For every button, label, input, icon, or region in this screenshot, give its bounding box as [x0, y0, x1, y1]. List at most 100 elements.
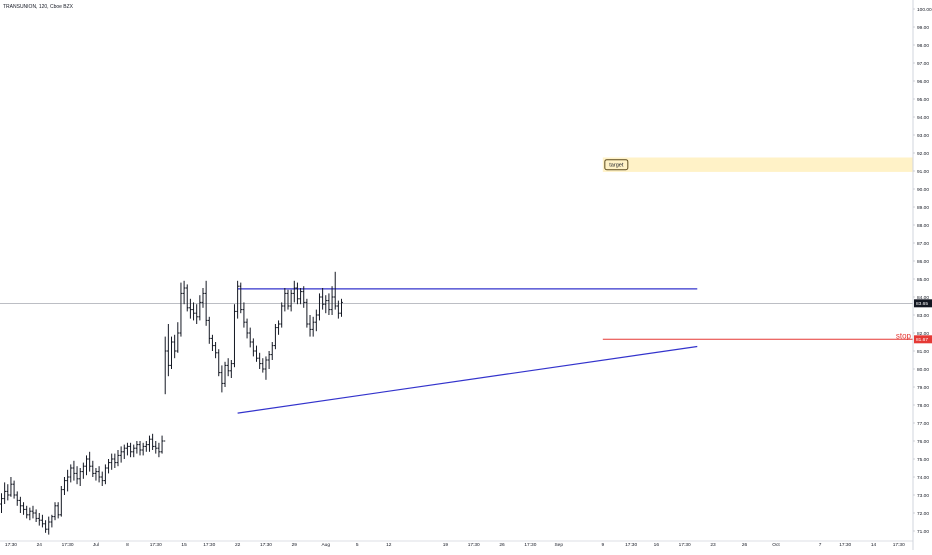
ohlc-bar [75, 466, 79, 485]
ohlc-bar [148, 435, 151, 452]
target-layer: target [602, 157, 913, 172]
x-tick-label: 26 [742, 542, 748, 548]
ohlc-bar [122, 444, 126, 459]
ohlc-bar [292, 280, 296, 303]
x-tick-label: Aug [321, 542, 330, 548]
ohlc-bar [119, 446, 123, 463]
ohlc-bar [239, 282, 243, 314]
ohlc-bar [59, 486, 63, 517]
ohlc-bar [308, 315, 312, 337]
x-tick-label: 17:30 [893, 542, 905, 548]
x-tick-label: 12 [386, 542, 392, 548]
x-tick-label: 17:30 [839, 542, 851, 548]
y-tick-label: 86.00 [917, 259, 929, 265]
ohlc-bar [311, 316, 315, 337]
ohlc-bar [37, 513, 41, 526]
ohlc-bar [333, 271, 337, 310]
ohlc-bar [154, 441, 158, 454]
x-tick-label: 23 [710, 542, 716, 548]
ohlc-bar [41, 514, 44, 528]
ohlc-bar [113, 453, 117, 468]
x-tick-label: 17:30 [468, 542, 480, 548]
y-tick-label: 83.00 [917, 313, 929, 319]
x-tick-label: 17:30 [5, 542, 17, 548]
x-tick-label: 29 [292, 542, 298, 548]
trend-line-support[interactable] [237, 345, 698, 414]
ohlc-bar [277, 320, 280, 335]
x-tick-label: 16 [654, 542, 660, 548]
ohlc-bar [179, 282, 183, 337]
ohlc-bar [163, 336, 167, 442]
ohlc-bar [318, 293, 321, 321]
ohlc-bar [207, 316, 211, 344]
y-tick-label: 72.00 [917, 511, 929, 517]
ohlc-bar [283, 288, 287, 312]
x-tick-label: 17:30 [62, 542, 74, 548]
ohlc-bar [138, 441, 142, 456]
ohlc-bar [170, 336, 173, 369]
y-axis[interactable]: 71.00 72.00 73.00 74.00 75.00 76.00 77.00 78.00… [912, 0, 932, 550]
ohlc-bar [261, 358, 265, 373]
ohlc-bar [173, 334, 177, 359]
y-tick-label: 98.00 [917, 43, 929, 49]
y-tick-label: 89.00 [917, 205, 929, 211]
ohlc-bar [274, 324, 277, 350]
ohlc-bar [47, 516, 51, 535]
ohlc-bar [302, 286, 306, 308]
price-labels: 83.65 stop 81.67 [896, 299, 932, 344]
ohlc-bar [144, 441, 148, 452]
ohlc-bar [336, 300, 340, 319]
ohlc-bar [6, 484, 10, 501]
x-axis[interactable]: 17:30 24 17:30 Jul 8 17:30 15 17:30 22 17:30 29 Aug… [0, 540, 913, 548]
stop-price-label: 81.67 [916, 337, 928, 343]
ohlc-bar [97, 466, 101, 483]
ohlc-bar [151, 433, 155, 450]
ohlc-bar [34, 509, 38, 522]
y-tick-label: 93.00 [917, 133, 929, 139]
ohlc-bar [211, 334, 214, 351]
x-tick-label: 9 [601, 542, 604, 548]
y-tick-label: 85.00 [917, 277, 929, 283]
ohlc-bar [233, 304, 236, 368]
ohlc-bar [50, 514, 54, 528]
ohlc-bar [160, 435, 164, 454]
ohlc-bar [321, 288, 325, 310]
ohlc-bar [220, 365, 224, 393]
ohlc-bar [116, 450, 120, 467]
ohlc-bar [100, 471, 104, 486]
ohlc-bar [66, 469, 70, 492]
ohlc-bar [340, 298, 343, 317]
y-tick-label: 94.00 [917, 115, 929, 121]
ohlc-bar [0, 493, 3, 513]
ohlc-bar [132, 444, 136, 458]
ohlc-bar [314, 309, 318, 332]
x-tick-label: 5 [356, 542, 359, 548]
x-tick-label: Sep [554, 542, 563, 548]
bars-layer [0, 271, 343, 535]
x-tick-label: 17:30 [150, 542, 162, 548]
ohlc-bar [126, 442, 129, 456]
ohlc-bar [88, 451, 92, 472]
ohlc-bar [28, 507, 32, 521]
ohlc-bar [258, 352, 262, 369]
x-tick-label: 17:30 [203, 542, 215, 548]
ohlc-bar [204, 280, 208, 326]
y-tick-label: 97.00 [917, 61, 929, 67]
ohlc-bar [214, 342, 217, 359]
target-label-box[interactable] [604, 159, 629, 171]
y-tick-label: 75.00 [917, 457, 929, 463]
ohlc-bar [22, 502, 25, 515]
ohlc-bar [217, 349, 221, 377]
last-price-label: 83.65 [916, 301, 928, 307]
ohlc-bar [18, 496, 22, 513]
x-tick-label: 22 [235, 542, 241, 548]
ohlc-bar [223, 361, 227, 387]
ohlc-bar [305, 298, 309, 328]
y-tick-label: 82.00 [917, 331, 929, 337]
x-tick-label: 15 [181, 542, 187, 548]
ohlc-bar [248, 327, 252, 348]
ohlc-bar [286, 289, 290, 310]
y-tick-label: 77.00 [917, 421, 929, 427]
